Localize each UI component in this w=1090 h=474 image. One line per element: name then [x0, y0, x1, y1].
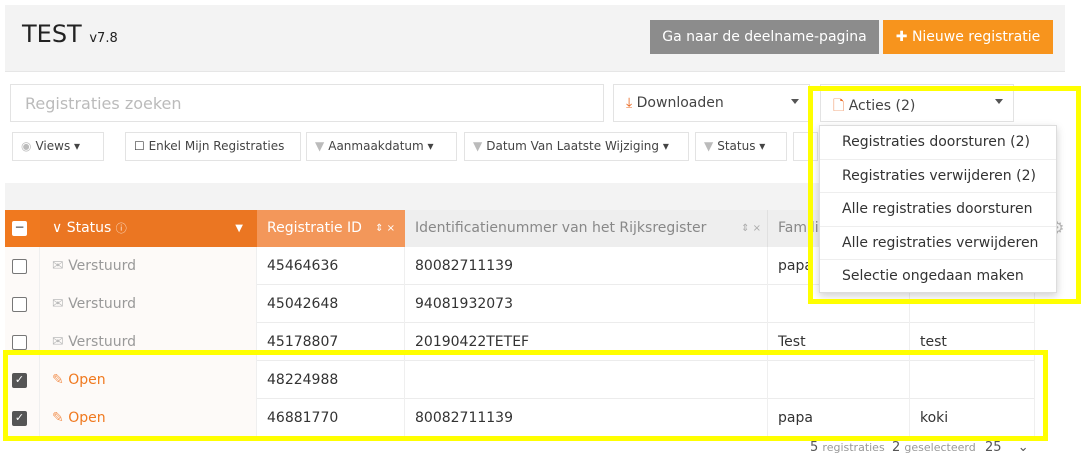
- status-cell: ✎ Open: [40, 361, 257, 399]
- row-checkbox[interactable]: [12, 335, 27, 350]
- menu-item-forward-selected[interactable]: Registraties doorsturen (2): [820, 126, 1056, 160]
- registration-id-cell: 45042648: [257, 285, 405, 323]
- national-id-cell: 94081932073: [405, 285, 768, 323]
- status-cell: ✉ Verstuurd: [40, 247, 257, 285]
- highlight-selected-rows: [3, 350, 1048, 441]
- info-icon: ⓘ: [115, 222, 127, 235]
- select-all-header[interactable]: −: [5, 210, 40, 247]
- participation-page-button[interactable]: Ga naar de deelname-pagina: [650, 20, 879, 54]
- row-checkbox[interactable]: ✓: [12, 373, 27, 388]
- modified-filter[interactable]: ▼ Datum Van Laatste Wijziging ▾: [464, 132, 689, 161]
- pencil-icon: ✎: [52, 372, 64, 388]
- registration-id-cell: 45464636: [257, 247, 405, 285]
- first-name-cell: koki: [910, 399, 1035, 437]
- status-filter[interactable]: ▼ Status ▾: [695, 132, 787, 161]
- selected-count: 2 geselecteerd: [892, 440, 976, 455]
- row-checkbox[interactable]: ✓: [12, 411, 27, 426]
- chevron-down-icon: ⌄: [1017, 440, 1029, 455]
- more-filter[interactable]: [793, 132, 818, 161]
- national-id-cell: [405, 361, 768, 399]
- table-row[interactable]: ✉ Verstuurd 45042648 94081932073: [5, 285, 1035, 323]
- caret-icon: [791, 99, 799, 104]
- eye-icon: ◉: [21, 139, 32, 153]
- menu-item-clear-selection[interactable]: Selectie ongedaan maken: [842, 268, 1024, 284]
- status-cell: ✉ Verstuurd: [40, 285, 257, 323]
- only-mine-filter[interactable]: ☐ Enkel Mijn Registraties: [125, 132, 301, 161]
- menu-item-delete-selected[interactable]: Registraties verwijderen (2): [820, 160, 1056, 193]
- row-checkbox[interactable]: [12, 259, 27, 274]
- family-name-cell: [768, 285, 910, 323]
- registration-id-cell: 46881770: [257, 399, 405, 437]
- registration-count: 5 registraties: [810, 440, 885, 455]
- actions-menu: Registraties doorsturen (2) Registraties…: [819, 125, 1057, 293]
- table-row[interactable]: ✓ ✎ Open 46881770 80082711139 papa koki: [5, 399, 1035, 437]
- table-row[interactable]: ✓ ✎ Open 48224988: [5, 361, 1035, 399]
- family-name-cell: [768, 361, 910, 399]
- new-registration-button[interactable]: ✚ Nieuwe registratie: [883, 20, 1053, 54]
- envelope-icon: ✉: [52, 334, 64, 350]
- views-filter[interactable]: ◉ Views ▾: [12, 132, 104, 161]
- column-national-id[interactable]: Identificatienummer van het Rijksregiste…: [405, 210, 768, 247]
- column-registration-id[interactable]: Registratie ID ⇕ ×: [257, 210, 405, 247]
- page-size-select[interactable]: 25 ⌄: [985, 440, 1029, 455]
- filter-icon: ▼: [315, 139, 325, 153]
- first-name-cell: [910, 361, 1035, 399]
- checkbox-icon: ☐: [134, 139, 145, 153]
- first-name-cell: [910, 285, 1035, 323]
- created-filter[interactable]: ▼ Aanmaakdatum ▾: [306, 132, 457, 161]
- national-id-cell: 80082711139: [405, 399, 768, 437]
- download-dropdown[interactable]: ⤓ Downloaden: [613, 84, 810, 122]
- column-status[interactable]: ∨ Status ⓘ ▼: [40, 210, 257, 247]
- envelope-icon: ✉: [52, 296, 64, 312]
- version-label: v7.8: [89, 31, 118, 46]
- plus-icon: ✚: [895, 29, 912, 45]
- filter-icon: ▼: [704, 139, 714, 153]
- download-icon: ⤓: [626, 95, 633, 111]
- chevron-down-icon: ∨: [52, 220, 67, 236]
- caret-icon: ▼: [235, 223, 243, 234]
- menu-item-delete-all[interactable]: Alle registraties verwijderen: [820, 227, 1056, 260]
- filter-icon: ▼: [473, 139, 483, 153]
- highlight-actions: [808, 86, 1081, 304]
- family-name-cell: papa: [768, 399, 910, 437]
- first-name-cell: test: [910, 323, 1035, 361]
- search-input[interactable]: Registraties zoeken: [10, 84, 604, 122]
- select-all-checkbox[interactable]: −: [12, 221, 27, 236]
- row-checkbox[interactable]: [12, 297, 27, 312]
- file-icon: 🗋: [833, 98, 845, 114]
- registration-id-cell: 48224988: [257, 361, 405, 399]
- pencil-icon: ✎: [52, 410, 64, 426]
- caret-icon: [995, 99, 1003, 104]
- sort-icon[interactable]: ⇕ ×: [375, 223, 395, 234]
- national-id-cell: 80082711139: [405, 247, 768, 285]
- menu-item-forward-all[interactable]: Alle registraties doorsturen: [820, 193, 1056, 227]
- family-name-cell: Test: [768, 323, 910, 361]
- national-id-cell: 20190422TETEF: [405, 323, 768, 361]
- page-title: TEST v7.8: [22, 20, 118, 48]
- envelope-icon: ✉: [52, 258, 64, 274]
- registration-id-cell: 45178807: [257, 323, 405, 361]
- sort-icon[interactable]: ⇕ ×: [741, 223, 761, 234]
- status-cell: ✎ Open: [40, 399, 257, 437]
